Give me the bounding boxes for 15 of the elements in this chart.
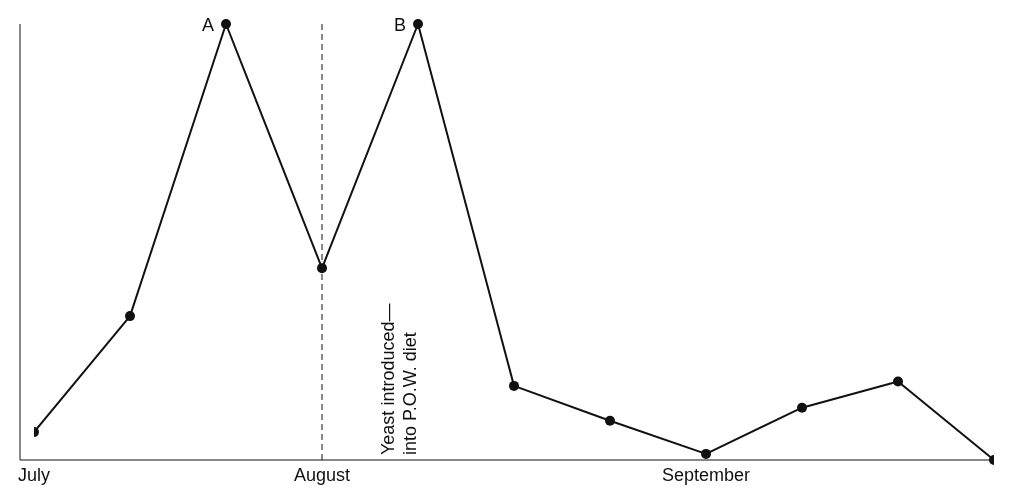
point — [125, 311, 135, 322]
x-tick-label: July — [17, 464, 51, 485]
point — [893, 376, 903, 387]
point — [509, 380, 519, 391]
annotation: B — [393, 15, 406, 35]
x-tick-label: September — [661, 464, 751, 485]
annotation: A — [201, 15, 214, 35]
point — [701, 448, 711, 459]
ref-line-label: Yeast introduced— into P.O.W. diet — [378, 303, 420, 455]
point — [317, 263, 327, 274]
point — [797, 402, 807, 413]
point — [221, 19, 231, 29]
x-tick-label: August — [293, 464, 351, 485]
point — [413, 19, 423, 29]
point — [605, 415, 615, 426]
